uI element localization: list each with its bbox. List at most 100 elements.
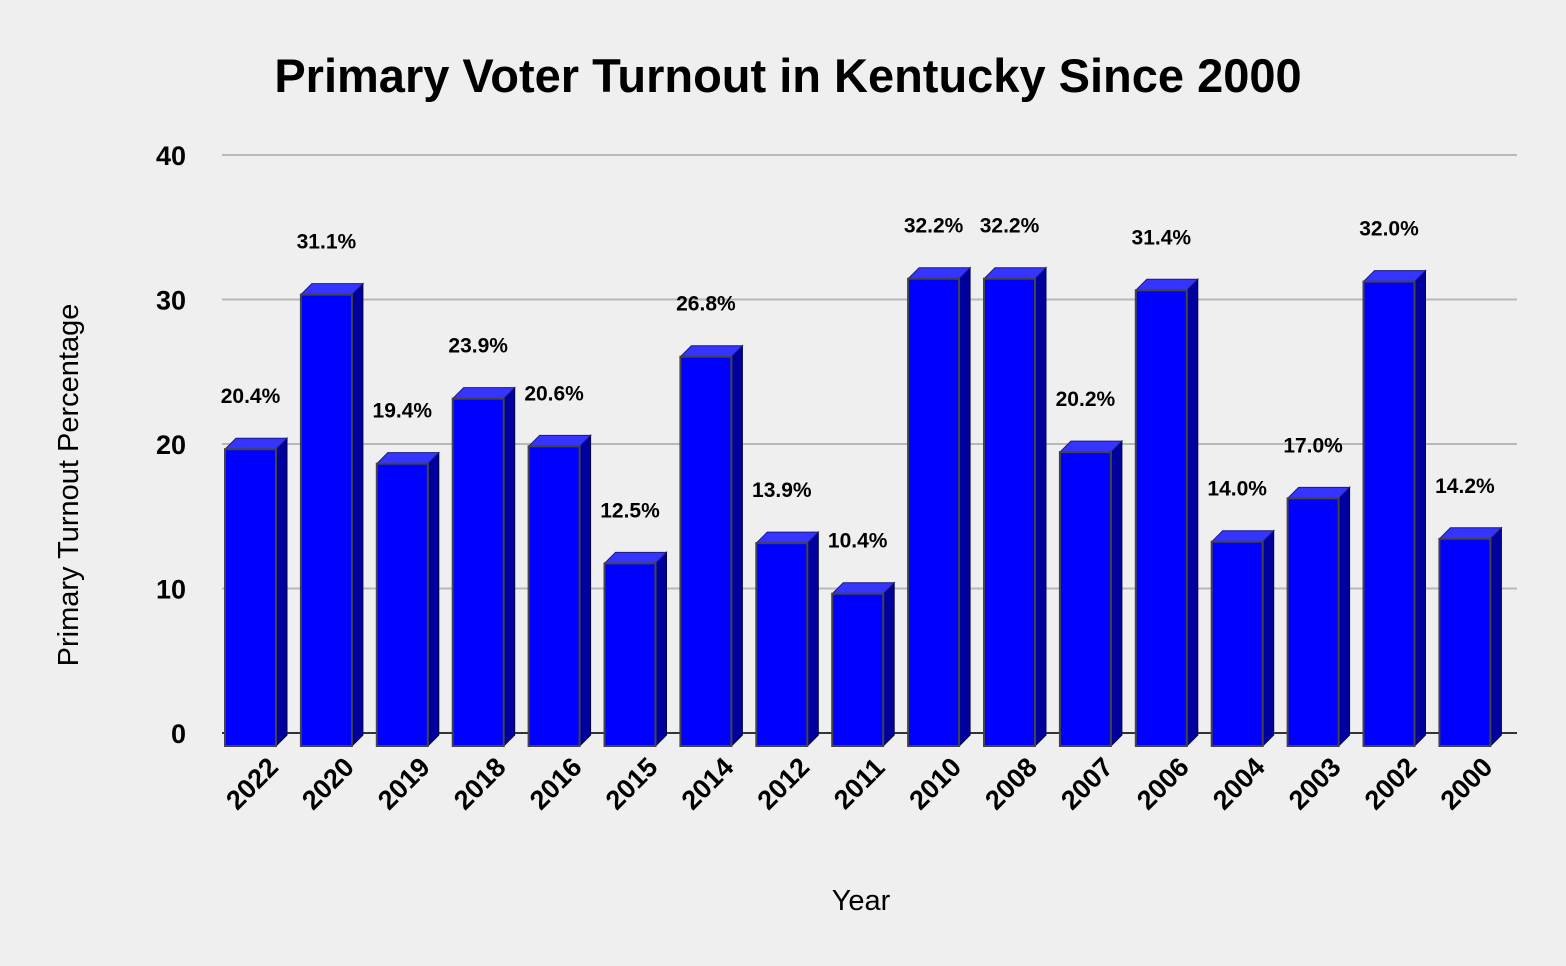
bar-top — [1134, 278, 1200, 291]
data-label: 23.9% — [448, 335, 508, 358]
data-label: 20.2% — [1056, 388, 1116, 411]
bar-side — [351, 282, 364, 748]
data-label: 14.2% — [1435, 475, 1495, 498]
bar-side — [1414, 269, 1426, 748]
chart-title: Primary Voter Turnout in Kentucky Since … — [274, 49, 1302, 102]
x-tick-label: 2020 — [296, 752, 360, 816]
bar-side — [1110, 439, 1123, 748]
bar — [603, 551, 668, 748]
bar-side — [1338, 486, 1351, 748]
bar — [223, 437, 289, 748]
x-tick-label: 2007 — [1055, 752, 1119, 816]
x-tick-label: 2004 — [1207, 752, 1271, 816]
data-label: 31.1% — [297, 231, 357, 254]
data-label: 19.4% — [373, 400, 433, 423]
y-tick-label: 30 — [156, 286, 186, 316]
y-tick-label: 10 — [156, 575, 186, 605]
bar-side — [275, 437, 288, 748]
y-tick-label: 0 — [171, 719, 186, 749]
bar-top — [223, 437, 289, 450]
bar-side — [730, 344, 743, 748]
bar — [299, 282, 365, 748]
bar-top — [1438, 527, 1503, 540]
x-tick-label: 2010 — [903, 752, 967, 816]
bar-front — [1134, 289, 1188, 747]
bar-top — [1362, 270, 1427, 283]
bar-top — [603, 551, 668, 564]
bar — [1058, 439, 1124, 748]
bar-top — [755, 531, 820, 544]
data-label: 32.0% — [1359, 218, 1419, 241]
bar-front — [375, 462, 429, 747]
x-tick-label: 2018 — [448, 752, 512, 816]
bar-front — [1058, 451, 1112, 747]
x-tick-label: 2006 — [1131, 752, 1195, 816]
bar — [1286, 486, 1351, 748]
x-tick-label: 2011 — [828, 752, 891, 815]
bar — [527, 434, 592, 748]
bar — [1362, 269, 1427, 748]
bar-top — [906, 267, 972, 280]
bar-front — [224, 448, 277, 747]
bar — [1438, 526, 1503, 748]
bar-top — [299, 283, 365, 296]
bar-side — [427, 451, 440, 748]
bar-side — [1489, 526, 1502, 748]
x-axis-ticks: 2022 2020 2019 2018 2016 2015 2014 2012 2011 2010… — [220, 752, 1498, 816]
bar-front — [527, 445, 581, 747]
bar-top — [830, 582, 896, 595]
bar-top — [679, 345, 744, 358]
bar-side — [882, 581, 895, 748]
bar-front — [1286, 497, 1340, 747]
data-label: 10.4% — [828, 530, 888, 553]
x-tick-label: 2012 — [752, 752, 816, 816]
bar — [451, 386, 516, 748]
x-axis-title: Year — [832, 885, 891, 917]
bar-front — [299, 293, 353, 747]
data-label: 14.0% — [1207, 478, 1267, 501]
x-tick-label: 2000 — [1435, 752, 1499, 816]
bar-front — [679, 355, 733, 747]
bar — [1210, 529, 1275, 748]
bar-top — [451, 387, 516, 400]
data-label: 20.4% — [221, 385, 281, 408]
data-label: 20.6% — [524, 382, 584, 405]
bars — [223, 266, 1503, 748]
bar — [679, 344, 744, 748]
y-axis-title: Primary Turnout Percentage — [53, 304, 85, 667]
bar-top — [1286, 486, 1351, 499]
data-label: 12.5% — [600, 499, 660, 522]
data-label: 26.8% — [676, 293, 736, 316]
x-tick-label: 2015 — [600, 752, 664, 816]
bar-side — [1262, 529, 1275, 748]
bar-top — [1210, 530, 1275, 543]
data-label: 32.2% — [980, 215, 1040, 238]
bar-side — [503, 386, 516, 748]
bar-front — [1210, 540, 1264, 748]
bar — [830, 581, 896, 748]
bar-side — [958, 266, 971, 748]
bar-side — [579, 434, 592, 748]
x-tick-label: 2016 — [524, 752, 588, 816]
x-tick-label: 2022 — [220, 752, 284, 816]
y-tick-label: 40 — [156, 141, 186, 171]
bar-front — [907, 277, 961, 747]
y-tick-label: 20 — [156, 430, 186, 460]
data-label: 17.0% — [1283, 434, 1343, 457]
bar-side — [1034, 266, 1047, 748]
x-tick-label: 2008 — [979, 752, 1043, 816]
bar — [375, 451, 441, 748]
data-label: 13.9% — [752, 479, 812, 502]
data-label: 32.2% — [904, 215, 964, 238]
x-tick-label: 2019 — [372, 752, 436, 816]
bar-front — [1362, 280, 1416, 747]
bar — [982, 266, 1048, 748]
x-tick-label: 2014 — [676, 752, 740, 816]
data-label: 31.4% — [1132, 226, 1192, 249]
y-axis-ticks: 0 10 20 30 40 — [156, 141, 186, 749]
bar-front — [603, 562, 657, 747]
bar — [906, 266, 972, 748]
bar-side — [806, 530, 819, 748]
bar-front — [755, 542, 809, 748]
